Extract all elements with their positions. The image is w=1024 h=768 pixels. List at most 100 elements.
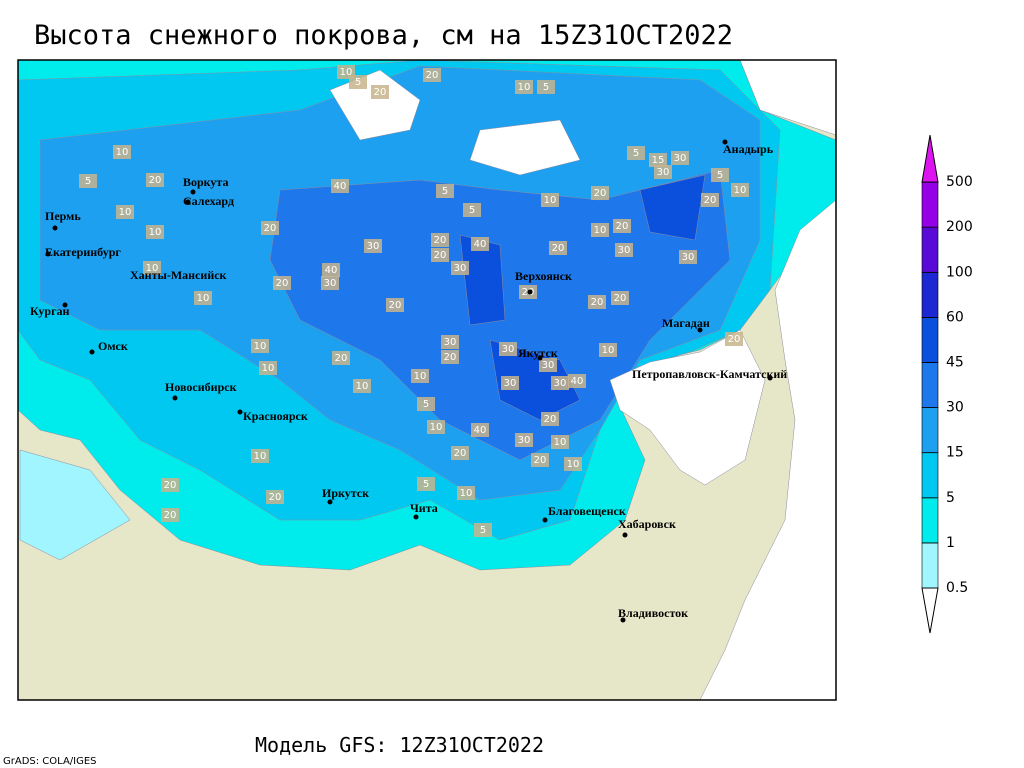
- contour-label-box: [591, 186, 609, 200]
- contour-label: 30: [674, 153, 687, 164]
- contour-label-box: [541, 412, 559, 426]
- contour-label: 10: [197, 293, 210, 304]
- contour-label-box: [474, 523, 492, 537]
- colorbar-label: 45: [946, 355, 964, 371]
- contour-label-box: [568, 374, 586, 388]
- contour-label-box: [457, 486, 475, 500]
- contour-label-box: [116, 205, 134, 219]
- contour-label: 5: [355, 77, 361, 88]
- contour-label-box: [427, 420, 445, 434]
- contour-label: 20: [544, 414, 557, 425]
- contour-label: 30: [324, 278, 337, 289]
- colorbar-band: [921, 135, 939, 183]
- colorbar-label: 30: [946, 400, 964, 416]
- contour-label: 10: [414, 371, 427, 382]
- contour-label: 20: [269, 492, 282, 503]
- contour-label: 20: [374, 87, 387, 98]
- contour-label-box: [146, 225, 164, 239]
- city-dot: [89, 349, 95, 355]
- contour-label-box: [322, 263, 340, 277]
- contour-label: 40: [474, 425, 487, 436]
- contour-label-box: [613, 219, 631, 233]
- city-dot: [542, 517, 548, 523]
- city-label: Салехард: [183, 194, 234, 208]
- city-dot: [62, 302, 68, 308]
- colorbar-label: 60: [946, 309, 964, 325]
- colorbar-band: [921, 542, 939, 589]
- contour-label-box: [161, 508, 179, 522]
- city-dot: [190, 189, 196, 195]
- contour-label: 20: [444, 352, 457, 363]
- contour-label-box: [588, 295, 606, 309]
- contour-label: 10: [734, 185, 747, 196]
- snow-area: [699, 199, 836, 700]
- contour-label: 10: [460, 488, 473, 499]
- contour-label-box: [591, 223, 609, 237]
- contour-label-box: [194, 291, 212, 305]
- colorbar-label: 5: [946, 490, 955, 506]
- contour-label-box: [649, 153, 667, 167]
- contour-label-box: [615, 243, 633, 257]
- contour-label: 10: [602, 345, 615, 356]
- contour-label-box: [451, 446, 469, 460]
- contour-label-box: [501, 376, 519, 390]
- city-label: Анадырь: [723, 142, 774, 156]
- map-frame: [17, 59, 837, 701]
- contour-label-box: [611, 291, 629, 305]
- contour-label: 20: [454, 448, 467, 459]
- contour-label: 10: [254, 451, 267, 462]
- city-label: Пермь: [45, 209, 81, 223]
- contour-label-box: [701, 193, 719, 207]
- contour-label-box: [79, 174, 97, 188]
- contour-label-box: [321, 276, 339, 290]
- contour-label-box: [463, 203, 481, 217]
- contour-label-box: [441, 350, 459, 364]
- contour-label: 10: [518, 82, 531, 93]
- contour-label-box: [531, 453, 549, 467]
- city-label: Хабаровск: [618, 517, 676, 531]
- contour-label-box: [259, 361, 277, 375]
- contour-label-box: [417, 477, 435, 491]
- contour-label-box: [371, 85, 389, 99]
- colorbar-label: 200: [946, 219, 973, 235]
- city-label: Верхоянск: [515, 269, 572, 283]
- contour-label: 10: [567, 459, 580, 470]
- contour-label: 5: [442, 186, 448, 197]
- colorbar-band: [921, 226, 939, 273]
- contour-label-box: [471, 237, 489, 251]
- contour-label-box: [161, 478, 179, 492]
- contour-label: 20: [728, 334, 741, 345]
- colorbar-label: 100: [946, 264, 973, 280]
- colorbar-band: [921, 452, 939, 499]
- contour-label-box: [541, 193, 559, 207]
- colorbar-band: [921, 587, 939, 634]
- contour-label: 40: [334, 181, 347, 192]
- city-label: Ханты-Мансийск: [130, 268, 227, 282]
- contour-label-box: [679, 250, 697, 264]
- contour-label-box: [537, 80, 555, 94]
- snow-area: [489, 339, 581, 421]
- contour-label: 20: [704, 195, 717, 206]
- snow-area: [639, 174, 706, 241]
- contour-label-box: [146, 173, 164, 187]
- city-dot: [537, 355, 543, 361]
- contour-label: 20: [149, 175, 162, 186]
- contour-label-box: [539, 358, 557, 372]
- contour-label-box: [671, 151, 689, 165]
- contour-label-box: [386, 298, 404, 312]
- city-label: Иркутск: [322, 486, 369, 500]
- contour-label: 20: [616, 221, 629, 232]
- colorbar-label: 1: [946, 535, 955, 551]
- contour-label-box: [266, 490, 284, 504]
- contour-label: 40: [571, 376, 584, 387]
- city-label: Магадан: [662, 316, 710, 330]
- contour-label: 10: [554, 437, 567, 448]
- contour-label: 10: [149, 227, 162, 238]
- city-label: Благовещенск: [548, 504, 626, 518]
- colorbar-band: [921, 181, 939, 228]
- city-label: Петропавловск-Камчатский: [632, 367, 787, 381]
- contour-label: 30: [518, 435, 531, 446]
- contour-label: 30: [682, 252, 695, 263]
- contour-label: 20: [335, 353, 348, 364]
